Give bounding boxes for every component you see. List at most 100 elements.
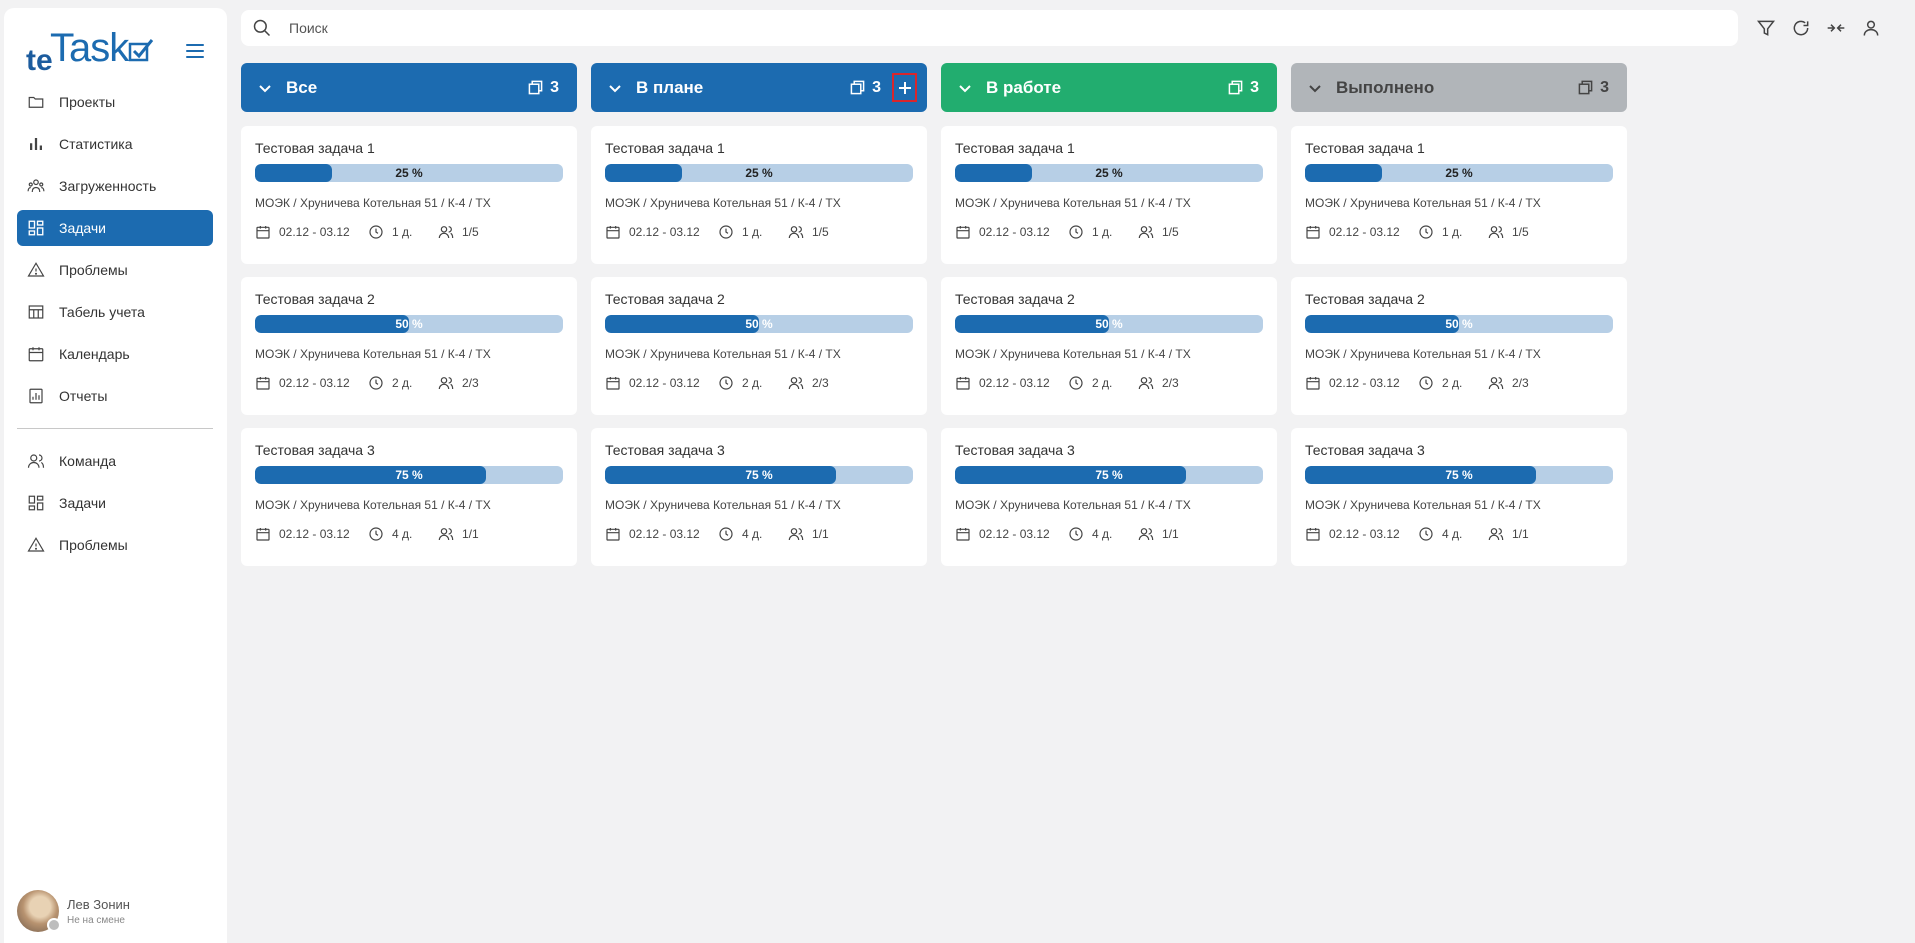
task-dates: 02.12 - 03.12 bbox=[279, 527, 350, 541]
avatar bbox=[17, 890, 61, 932]
progress-fill bbox=[1305, 466, 1536, 484]
task-dates: 02.12 - 03.12 bbox=[629, 527, 700, 541]
task-path: МОЭК / Хруничева Котельная 51 / К-4 / ТХ bbox=[955, 498, 1191, 512]
filter-button[interactable] bbox=[1755, 17, 1777, 39]
sidebar-nav: Проекты Статистика Загруженность Задачи … bbox=[17, 84, 213, 569]
progress-label: 25 % bbox=[395, 166, 423, 180]
menu-toggle-icon[interactable] bbox=[186, 44, 204, 58]
user-profile[interactable]: Лев Зонин Не на смене bbox=[17, 889, 217, 933]
progress-bar: 25 % bbox=[605, 164, 913, 182]
task-title: Тестовая задача 3 bbox=[255, 442, 375, 458]
task-path: МОЭК / Хруничева Котельная 51 / К-4 / ТХ bbox=[955, 347, 1191, 361]
toolbar bbox=[1755, 17, 1895, 39]
refresh-button[interactable] bbox=[1790, 17, 1812, 39]
task-card[interactable]: Тестовая задача 3 75 % МОЭК / Хруничева … bbox=[241, 428, 577, 566]
sidebar-item-tasks-secondary[interactable]: Задачи bbox=[17, 485, 213, 521]
collapse-button[interactable] bbox=[1825, 17, 1847, 39]
warning-icon bbox=[27, 537, 45, 552]
task-card[interactable]: Тестовая задача 1 25 % МОЭК / Хруничева … bbox=[941, 126, 1277, 264]
task-path: МОЭК / Хруничева Котельная 51 / К-4 / ТХ bbox=[1305, 347, 1541, 361]
progress-label: 75 % bbox=[745, 468, 773, 482]
task-title: Тестовая задача 2 bbox=[605, 291, 725, 307]
progress-label: 50 % bbox=[745, 317, 773, 331]
user-status: Не на смене bbox=[67, 914, 125, 926]
task-dates: 02.12 - 03.12 bbox=[979, 527, 1050, 541]
sidebar-item-problems-secondary[interactable]: Проблемы bbox=[17, 527, 213, 563]
progress-bar: 50 % bbox=[255, 315, 563, 333]
column-title: В работе bbox=[986, 77, 1062, 97]
sidebar-item-projects[interactable]: Проекты bbox=[17, 84, 213, 120]
sidebar-item-label: Отчеты bbox=[59, 388, 108, 404]
users-icon bbox=[438, 226, 454, 239]
column-header[interactable]: Выполнено 3 bbox=[1291, 63, 1627, 112]
calendar-icon bbox=[1306, 377, 1320, 390]
calendar-icon bbox=[956, 226, 970, 239]
task-path: МОЭК / Хруничева Котельная 51 / К-4 / ТХ bbox=[605, 347, 841, 361]
task-title: Тестовая задача 1 bbox=[1305, 140, 1425, 156]
sidebar-item-workload[interactable]: Загруженность bbox=[17, 168, 213, 204]
sidebar-item-timesheet[interactable]: Табель учета bbox=[17, 294, 213, 330]
task-card[interactable]: Тестовая задача 2 50 % МОЭК / Хруничева … bbox=[1291, 277, 1627, 415]
sidebar-item-tasks[interactable]: Задачи bbox=[17, 210, 213, 246]
column-title: Выполнено bbox=[1336, 77, 1435, 97]
copy-icon bbox=[528, 80, 543, 95]
column-planned: В плане 3 Тестовая задача 1 25 % МОЭК / … bbox=[591, 63, 927, 566]
task-people: 1/5 bbox=[1162, 225, 1179, 239]
progress-bar: 75 % bbox=[255, 466, 563, 484]
sidebar-item-problems[interactable]: Проблемы bbox=[17, 252, 213, 288]
copy-icon bbox=[1578, 80, 1593, 95]
chevron-down-icon bbox=[1309, 84, 1321, 92]
task-people: 1/1 bbox=[1512, 527, 1529, 541]
task-card[interactable]: Тестовая задача 3 75 % МОЭК / Хруничева … bbox=[1291, 428, 1627, 566]
clock-icon bbox=[369, 376, 383, 390]
sidebar-item-team[interactable]: Команда bbox=[17, 443, 213, 479]
column-header[interactable]: Все 3 bbox=[241, 63, 577, 112]
task-card[interactable]: Тестовая задача 2 50 % МОЭК / Хруничева … bbox=[941, 277, 1277, 415]
calendar-icon bbox=[28, 347, 44, 362]
calendar-icon bbox=[606, 377, 620, 390]
task-card[interactable]: Тестовая задача 1 25 % МОЭК / Хруничева … bbox=[591, 126, 927, 264]
calendar-icon bbox=[606, 528, 620, 541]
clock-icon bbox=[1419, 225, 1433, 239]
task-dates: 02.12 - 03.12 bbox=[279, 225, 350, 239]
task-card[interactable]: Тестовая задача 3 75 % МОЭК / Хруничева … bbox=[941, 428, 1277, 566]
collapse-arrows-icon bbox=[1827, 24, 1845, 32]
progress-bar: 75 % bbox=[605, 466, 913, 484]
app-logo[interactable]: te Task bbox=[22, 24, 172, 80]
progress-bar: 50 % bbox=[955, 315, 1263, 333]
column-all: Все 3 Тестовая задача 1 25 % МОЭК / Хрун… bbox=[241, 63, 577, 566]
search-input[interactable] bbox=[289, 20, 1689, 36]
task-card[interactable]: Тестовая задача 2 50 % МОЭК / Хруничева … bbox=[241, 277, 577, 415]
sidebar-item-statistics[interactable]: Статистика bbox=[17, 126, 213, 162]
clock-icon bbox=[719, 225, 733, 239]
sidebar-item-reports[interactable]: Отчеты bbox=[17, 378, 213, 414]
task-path: МОЭК / Хруничева Котельная 51 / К-4 / ТХ bbox=[955, 196, 1191, 210]
progress-label: 50 % bbox=[1445, 317, 1473, 331]
warning-icon bbox=[27, 262, 45, 277]
add-task-button[interactable] bbox=[892, 73, 917, 102]
progress-fill bbox=[255, 164, 332, 182]
task-path: МОЭК / Хруничева Котельная 51 / К-4 / ТХ bbox=[1305, 498, 1541, 512]
task-card[interactable]: Тестовая задача 3 75 % МОЭК / Хруничева … bbox=[591, 428, 927, 566]
profile-button[interactable] bbox=[1860, 17, 1882, 39]
progress-label: 25 % bbox=[1445, 166, 1473, 180]
table-icon bbox=[28, 305, 44, 319]
task-card[interactable]: Тестовая задача 1 25 % МОЭК / Хруничева … bbox=[241, 126, 577, 264]
task-people: 2/3 bbox=[1512, 376, 1529, 390]
progress-bar: 50 % bbox=[605, 315, 913, 333]
column-header[interactable]: В работе 3 bbox=[941, 63, 1277, 112]
calendar-icon bbox=[956, 528, 970, 541]
column-header[interactable]: В плане 3 bbox=[591, 63, 927, 112]
sidebar-item-label: Проекты bbox=[59, 94, 116, 110]
sidebar: te Task Проекты Статистика Загруженность… bbox=[4, 8, 227, 943]
task-card[interactable]: Тестовая задача 2 50 % МОЭК / Хруничева … bbox=[591, 277, 927, 415]
sidebar-item-calendar[interactable]: Календарь bbox=[17, 336, 213, 372]
task-path: МОЭК / Хруничева Котельная 51 / К-4 / ТХ bbox=[255, 196, 491, 210]
task-card[interactable]: Тестовая задача 1 25 % МОЭК / Хруничева … bbox=[1291, 126, 1627, 264]
sidebar-item-label: Табель учета bbox=[59, 304, 145, 320]
column-done: Выполнено 3 Тестовая задача 1 25 % МОЭК … bbox=[1291, 63, 1627, 566]
column-count: 3 bbox=[872, 78, 881, 96]
users-icon bbox=[788, 226, 804, 239]
sidebar-item-label: Календарь bbox=[59, 346, 130, 362]
task-people: 1/1 bbox=[1162, 527, 1179, 541]
